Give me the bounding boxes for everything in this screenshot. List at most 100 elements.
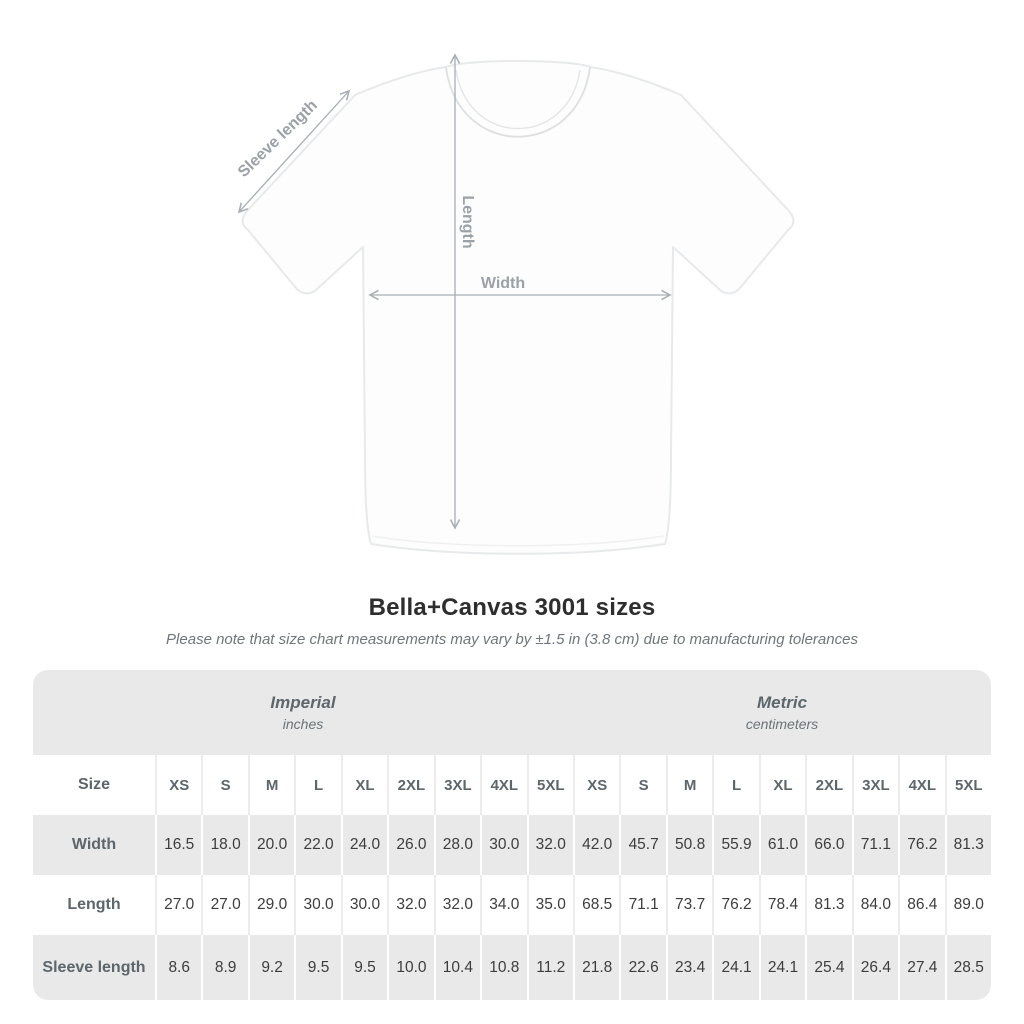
imperial-header: Imperial inches: [33, 670, 573, 755]
measurement-value: 50.8: [665, 815, 712, 875]
measurement-value: 30.0: [480, 815, 526, 875]
measurement-value: 76.2: [898, 815, 944, 875]
measurement-value: 55.9: [712, 815, 758, 875]
measurement-value: 22.0: [294, 815, 340, 875]
tshirt-illustration: Sleeve length Length Width: [235, 53, 795, 555]
measurement-value: 8.9: [201, 935, 247, 1000]
measurement-value: 10.4: [433, 935, 480, 1000]
measurement-value: 68.5: [572, 875, 619, 935]
measurement-value: 76.2: [712, 875, 758, 935]
size-header-metric-3xl: 3XL: [851, 755, 898, 815]
measurement-value: 10.0: [387, 935, 433, 1000]
size-header-metric-m: M: [665, 755, 712, 815]
collar-inner: [455, 69, 581, 129]
measurement-value: 24.0: [340, 815, 387, 875]
measurement-value: 32.0: [387, 875, 433, 935]
sleeve-length-row: Sleeve length 8.6 8.9 9.2 9.5 9.5 10.0 10.4 10.…: [33, 935, 991, 1000]
tshirt-body: [241, 60, 795, 555]
measurement-value: 28.5: [944, 935, 991, 1000]
size-header-imperial-2xl: 2XL: [387, 755, 433, 815]
measurement-value: 16.5: [155, 815, 201, 875]
unit-header-band: Imperial inches Metric centimeters: [33, 670, 991, 755]
size-header-imperial-3xl: 3XL: [433, 755, 480, 815]
measurement-value: 24.1: [758, 935, 805, 1000]
measurement-value: 27.4: [898, 935, 944, 1000]
size-header-imperial-5xl: 5XL: [526, 755, 573, 815]
measurement-value: 20.0: [247, 815, 294, 875]
measurement-value: 30.0: [294, 875, 340, 935]
measurement-value: 18.0: [201, 815, 247, 875]
size-header-imperial-xs: XS: [155, 755, 201, 815]
size-header-imperial-xl: XL: [340, 755, 387, 815]
measurement-value: 26.0: [387, 815, 433, 875]
metric-unit: centimeters: [745, 716, 819, 732]
measurement-value: 32.0: [526, 815, 573, 875]
measurement-value: 9.5: [294, 935, 340, 1000]
size-header-metric-l: L: [712, 755, 758, 815]
metric-title: Metric: [756, 693, 808, 712]
measurement-value: 86.4: [898, 875, 944, 935]
measurement-value: 28.0: [433, 815, 480, 875]
sleeve-length-row-label: Sleeve length: [42, 958, 146, 976]
measurement-value: 32.0: [433, 875, 480, 935]
measurement-value: 23.4: [665, 935, 712, 1000]
measurement-value: 89.0: [944, 875, 991, 935]
length-row-label: Length: [67, 896, 121, 913]
measurement-arrows: [237, 53, 672, 530]
measurement-value: 8.6: [155, 935, 201, 1000]
measurement-value: 21.8: [572, 935, 619, 1000]
measurement-value: 78.4: [758, 875, 805, 935]
measurement-value: 81.3: [944, 815, 991, 875]
measurement-value: 42.0: [572, 815, 619, 875]
size-header-metric-5xl: 5XL: [944, 755, 991, 815]
measurement-value: 10.8: [480, 935, 526, 1000]
size-header-metric-2xl: 2XL: [805, 755, 851, 815]
measurement-value: 27.0: [155, 875, 201, 935]
size-header-imperial-s: S: [201, 755, 247, 815]
size-header-row: Size XS S M L XL 2XL 3XL 4XL 5XL XS S M L XL 2XL 3XL 4XL…: [33, 755, 991, 815]
measurement-value: 45.7: [619, 815, 665, 875]
length-row: Length 27.0 27.0 29.0 30.0 30.0 32.0 32.0 34.0 3…: [33, 875, 991, 935]
size-header-metric-s: S: [619, 755, 665, 815]
width-label: Width: [481, 275, 525, 292]
page-subtitle: Please note that size chart measurements…: [166, 631, 858, 648]
hem-stitch: [371, 535, 665, 547]
collar-back: [445, 66, 591, 81]
measurement-value: 11.2: [526, 935, 573, 1000]
measurement-value: 24.1: [712, 935, 758, 1000]
measurement-value: 81.3: [805, 875, 851, 935]
size-header-imperial-m: M: [247, 755, 294, 815]
measurement-value: 27.0: [201, 875, 247, 935]
sleeve-length-label: Sleeve length: [235, 97, 321, 181]
measurement-value: 71.1: [851, 815, 898, 875]
metric-header: Metric centimeters: [573, 670, 991, 755]
size-header-metric-4xl: 4XL: [898, 755, 944, 815]
sleeve-length-arrow: [237, 89, 351, 214]
length-label: Length: [459, 195, 476, 248]
measurement-value: 29.0: [247, 875, 294, 935]
size-chart-table: Imperial inches Metric centimeters Size …: [33, 670, 991, 1000]
width-row-label: Width: [71, 836, 117, 853]
imperial-unit: inches: [282, 716, 324, 732]
collar-outer: [445, 66, 591, 138]
measurement-value: 22.6: [619, 935, 665, 1000]
measurement-value: 34.0: [480, 875, 526, 935]
measurement-value: 66.0: [805, 815, 851, 875]
page-title: Bella+Canvas 3001 sizes: [368, 594, 656, 621]
measurement-value: 71.1: [619, 875, 665, 935]
size-header-metric-xl: XL: [758, 755, 805, 815]
measurement-value: 26.4: [851, 935, 898, 1000]
size-column-label: Size: [77, 776, 110, 793]
size-header-metric-xs: XS: [572, 755, 619, 815]
width-row: Width 16.5 18.0 20.0 22.0 24.0 26.0 28.0 30.0 32…: [33, 815, 991, 875]
measurement-value: 25.4: [805, 935, 851, 1000]
imperial-title: Imperial: [270, 693, 336, 712]
size-header-imperial-l: L: [294, 755, 340, 815]
measurement-value: 84.0: [851, 875, 898, 935]
measurement-value: 9.5: [340, 935, 387, 1000]
measurement-value: 73.7: [665, 875, 712, 935]
size-header-imperial-4xl: 4XL: [480, 755, 526, 815]
measurement-value: 9.2: [247, 935, 294, 1000]
measurement-value: 61.0: [758, 815, 805, 875]
measurement-value: 35.0: [526, 875, 573, 935]
